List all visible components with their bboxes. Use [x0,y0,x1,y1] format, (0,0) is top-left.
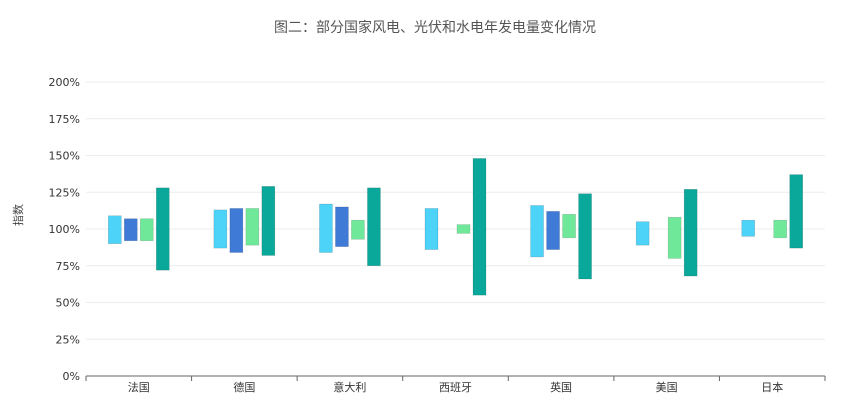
x-tick-label: 日本 [761,380,783,394]
x-tick-label: 德国 [233,380,255,394]
range-bar [245,208,260,246]
y-axis-label: 指数 [11,204,25,226]
x-tick-label: 英国 [550,380,572,394]
range-bar [635,221,650,246]
y-tick-label: 200% [49,76,80,89]
y-tick-label: 0% [63,370,80,383]
range-bar [789,174,804,249]
range-bar [261,186,276,256]
range-bar [546,211,560,250]
range-bar [683,189,698,277]
range-bar [472,158,487,296]
y-tick-label: 75% [56,260,80,273]
x-tick-label: 西班牙 [439,381,472,394]
y-tick-label: 175% [49,113,80,126]
y-tick-label: 125% [49,186,80,199]
range-bar [456,224,471,234]
range-bar [773,219,788,239]
bar-layer [107,158,804,296]
range-bar [351,219,365,240]
y-tick-label: 150% [49,150,80,163]
range-bar [578,193,592,280]
range-bar [155,187,170,271]
grid-layer [86,81,825,340]
range-bar [229,208,244,253]
range-bar [562,214,576,239]
range-bar [667,216,682,259]
x-tick-label: 法国 [128,380,150,394]
range-bar [367,187,381,267]
range-bar [741,219,756,237]
axis-layer: 0% 25% 50% 75% 100% 125% 150% 175% 200% 法国 德国 意大利 西班… [49,76,826,394]
y-tick-label: 50% [56,297,80,310]
range-bar [213,209,228,249]
x-tick-label: 意大利 [333,380,366,394]
range-bar [139,218,154,242]
range-bar [123,218,138,242]
range-bar [319,203,333,253]
range-bar [530,205,544,258]
range-bar [107,215,122,245]
chart-title: 图二：部分国家风电、光伏和水电年发电量变化情况 [274,19,596,36]
y-tick-label: 25% [56,333,80,346]
y-tick-label: 100% [49,223,80,236]
range-bar [335,206,349,247]
range-bar [424,208,439,250]
x-tick-label: 美国 [656,381,678,394]
